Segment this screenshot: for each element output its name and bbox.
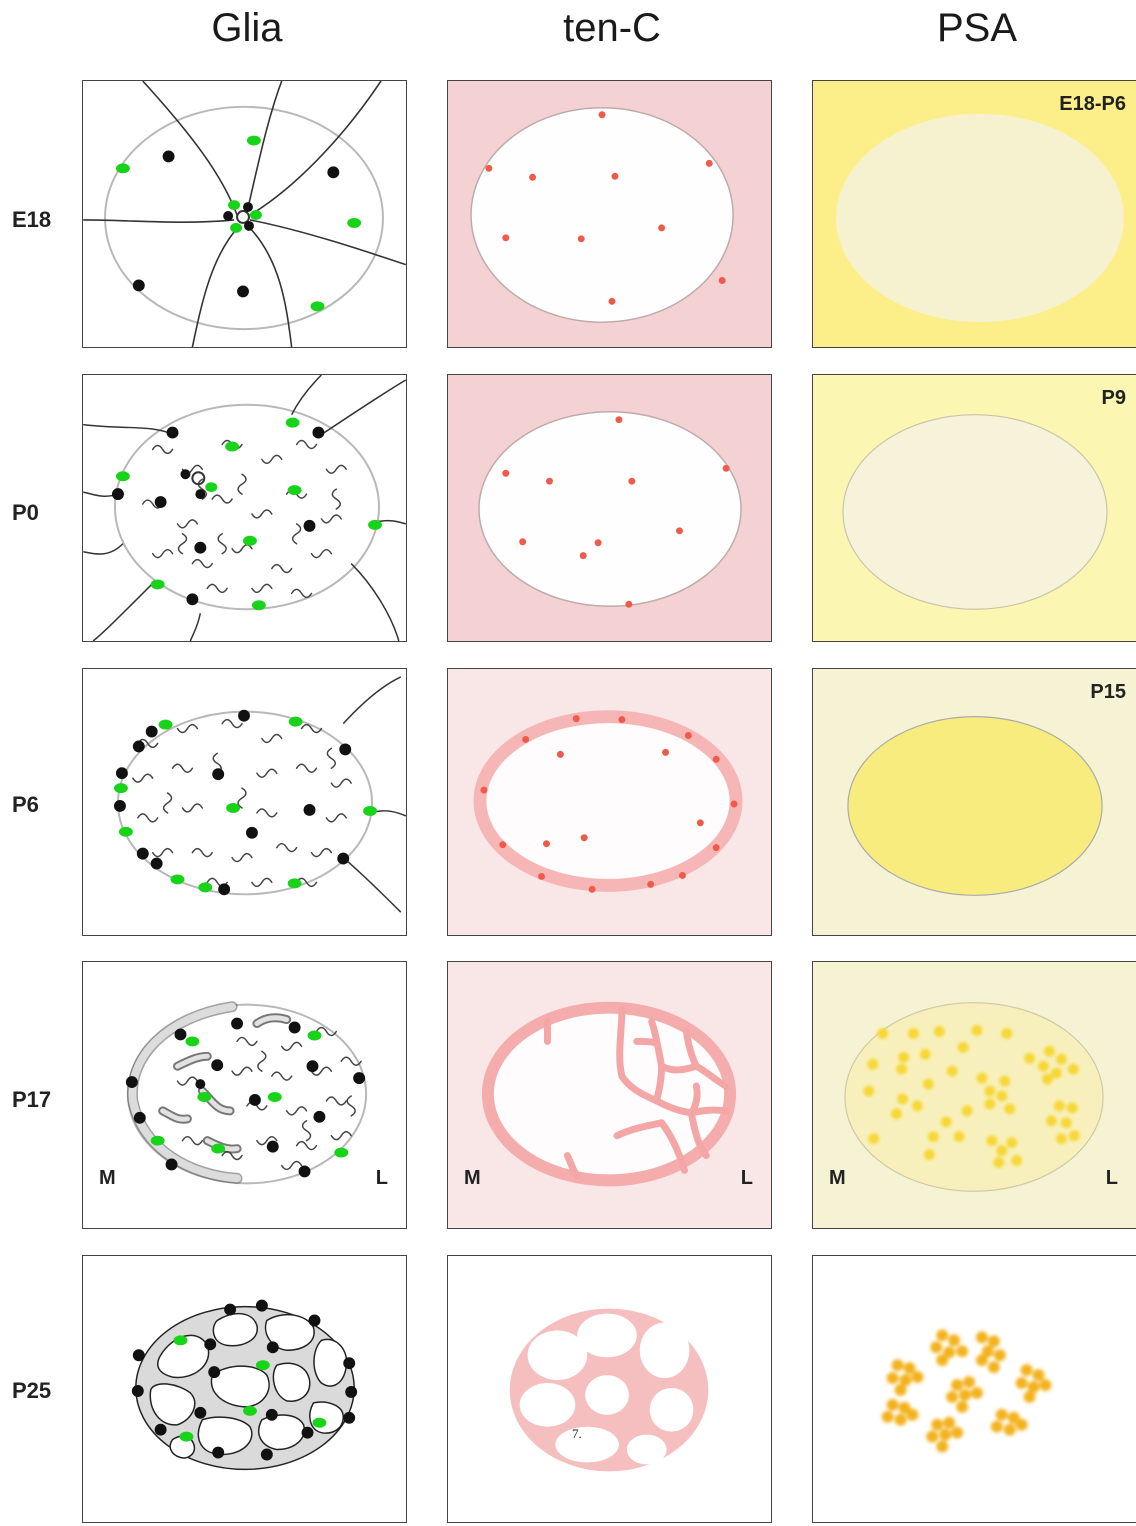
panel-tenc-p0 — [447, 374, 772, 642]
row-label-p25: P25 — [12, 1378, 51, 1404]
panel-glia-e18 — [82, 80, 407, 348]
panel-psa-p0: P9 — [812, 374, 1136, 642]
psa-p17-drawing — [813, 962, 1136, 1228]
col-title-psa: PSA — [812, 6, 1136, 51]
tenc-p17-drawing — [448, 962, 771, 1228]
glia-e18-drawing — [83, 81, 406, 347]
medial-marker: M — [99, 1167, 116, 1190]
lateral-marker: L — [376, 1167, 388, 1190]
psa-e18-drawing — [813, 81, 1136, 347]
glia-p17-drawing — [83, 962, 406, 1228]
tenc-e18-drawing — [448, 81, 771, 347]
panel-tenc-p17: M L — [447, 961, 772, 1229]
tenc-p25-drawing — [448, 1256, 771, 1522]
medial-marker: M — [464, 1167, 481, 1190]
row-label-p17: P17 — [12, 1087, 51, 1113]
psa-stage-label: P15 — [1090, 681, 1126, 704]
psa-p6-drawing — [813, 669, 1136, 935]
psa-p25-drawing — [813, 1256, 1136, 1522]
panel-psa-p25 — [812, 1255, 1136, 1523]
panel-psa-p6: P15 — [812, 668, 1136, 936]
psa-stage-label: E18-P6 — [1059, 93, 1126, 116]
panel-tenc-p25: 7. — [447, 1255, 772, 1523]
panel-glia-p25 — [82, 1255, 407, 1523]
panel-glia-p0 — [82, 374, 407, 642]
glia-p25-drawing — [83, 1256, 406, 1522]
panel-glia-p6 — [82, 668, 407, 936]
panel-psa-e18: E18-P6 — [812, 80, 1136, 348]
glia-p6-drawing — [83, 669, 406, 935]
col-title-glia: Glia — [82, 6, 412, 51]
panel-tenc-e18 — [447, 80, 772, 348]
row-label-e18: E18 — [12, 207, 51, 233]
panel-tenc-p6 — [447, 668, 772, 936]
col-title-tenc: ten-C — [447, 6, 777, 51]
footnote-mark: 7. — [572, 1426, 582, 1442]
psa-stage-label: P9 — [1102, 387, 1126, 410]
panel-glia-p17: M L — [82, 961, 407, 1229]
glia-p0-drawing — [83, 375, 406, 641]
psa-p0-drawing — [813, 375, 1136, 641]
tenc-p6-drawing — [448, 669, 771, 935]
lateral-marker: L — [1106, 1167, 1118, 1190]
row-label-p0: P0 — [12, 500, 39, 526]
medial-marker: M — [829, 1167, 846, 1190]
lateral-marker: L — [741, 1167, 753, 1190]
panel-psa-p17: M L — [812, 961, 1136, 1229]
row-label-p6: P6 — [12, 792, 39, 818]
tenc-p0-drawing — [448, 375, 771, 641]
